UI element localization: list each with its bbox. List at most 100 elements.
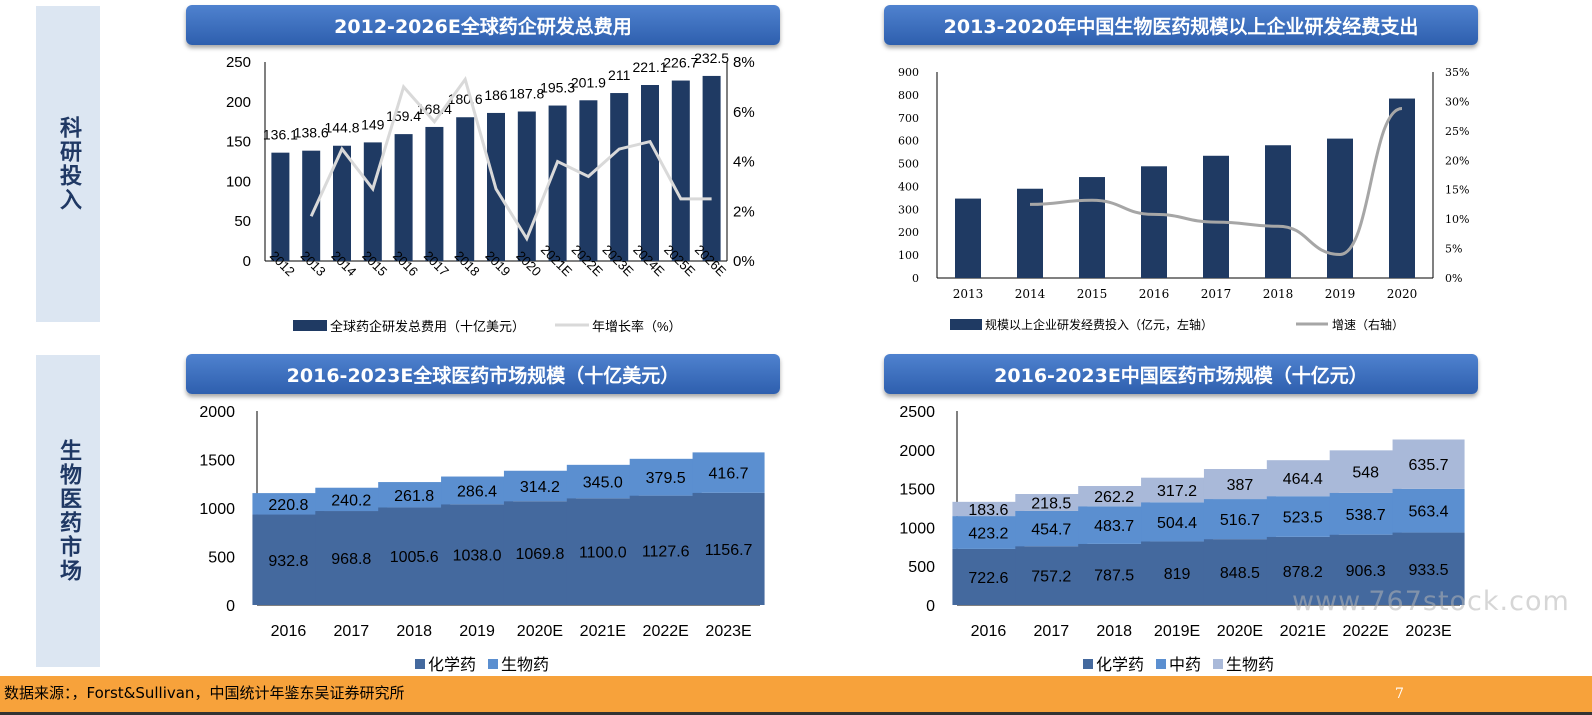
c2-xtick-label: 2018	[1263, 287, 1294, 301]
c1-bar	[702, 75, 721, 262]
c2-bar	[1141, 166, 1167, 278]
c1-data-label: 211	[608, 67, 631, 83]
c1-data-label: 201.9	[571, 74, 606, 90]
c4-data-label: 906.3	[1346, 563, 1386, 580]
c2-ytick-label: 0	[912, 272, 919, 285]
c3-data-label: 314.2	[520, 479, 560, 496]
c3-bar-segment	[378, 507, 451, 605]
c1-data-label: 144.8	[324, 120, 359, 136]
c4-legend-label: 化学药	[1096, 656, 1144, 674]
chart3-title: 2016-2023E全球医药市场规模（十亿美元）	[186, 354, 780, 394]
c1-bar	[394, 134, 413, 261]
c1-bar	[271, 152, 290, 261]
c3-legend-swatch	[488, 659, 498, 669]
c4-ytick-label: 1500	[899, 482, 935, 499]
c4-data-label: 757.2	[1031, 569, 1071, 586]
footer-rule	[0, 712, 1592, 715]
c4-legend-swatch	[1156, 659, 1166, 669]
c1-bar	[610, 93, 629, 261]
c3-ytick-label: 2000	[199, 404, 235, 421]
c2-xtick-label: 2015	[1077, 287, 1108, 301]
c4-bar-segment	[1203, 499, 1276, 540]
section-label-research: 科研投入	[36, 6, 100, 322]
c4-bar-segment	[1266, 536, 1339, 605]
c2-y2tick-label: 35%	[1445, 66, 1469, 79]
footer: 数据来源：，Forst&Sullivan，中国统计年鉴东吴证券研究所 7	[0, 676, 1592, 715]
c2-bar	[1389, 98, 1415, 278]
chart2-title: 2013-2020年中国生物医药规模以上企业研发经费支出	[884, 5, 1478, 45]
c1-data-label: 180.6	[448, 91, 483, 107]
c1-bar	[333, 145, 351, 261]
c2-y2tick-label: 15%	[1445, 184, 1469, 197]
c1-data-label: 221.1	[632, 59, 667, 75]
c1-legend-swatch-bar	[293, 320, 327, 331]
c3-bar-segment	[629, 495, 702, 605]
c4-bar-segment	[1329, 450, 1402, 493]
c2-xtick-label: 2019	[1325, 287, 1356, 301]
c4-data-label: 423.2	[968, 526, 1008, 543]
c2-ytick-label: 400	[898, 180, 919, 193]
c3-data-label: 220.8	[268, 497, 308, 514]
c1-ytick-label: 250	[226, 54, 251, 71]
c3-xtick-label: 2017	[334, 623, 370, 640]
c1-legend-label: 年增长率（%）	[592, 319, 682, 334]
page-number: 7	[1395, 686, 1404, 702]
c4-data-label: 483.7	[1094, 518, 1134, 535]
c1-bar	[302, 150, 321, 261]
c4-data-label: 538.7	[1346, 507, 1386, 524]
c1-y2tick-label: 4%	[733, 154, 755, 171]
c2-ytick-label: 900	[898, 66, 919, 79]
c4-xtick-label: 2021E	[1280, 623, 1326, 640]
c1-data-label: 149	[361, 116, 385, 132]
c3-data-label: 286.4	[457, 483, 497, 500]
c4-bar-segment	[1015, 510, 1088, 547]
c4-bar-segment	[1392, 439, 1465, 489]
c4-ytick-label: 500	[908, 559, 935, 576]
c3-bar-segment	[315, 487, 388, 512]
c3-xtick-label: 2019	[459, 623, 495, 640]
c4-xtick-label: 2017	[1034, 623, 1070, 640]
c4-bar-segment	[1078, 486, 1151, 507]
c2-y2tick-label: 30%	[1445, 95, 1469, 108]
c4-legend-swatch	[1083, 659, 1093, 669]
c4-bar-segment	[1078, 506, 1151, 544]
c3-data-label: 968.8	[331, 551, 371, 568]
c3-data-label: 416.7	[709, 466, 749, 483]
c4-data-label: 317.2	[1157, 483, 1197, 500]
c2-y2tick-label: 0%	[1445, 272, 1462, 285]
c4-xtick-label: 2020E	[1217, 623, 1263, 640]
c1-data-label: 187.8	[509, 86, 544, 102]
c3-ytick-label: 0	[226, 598, 235, 615]
c1-data-label: 138.6	[294, 125, 329, 141]
c1-data-label: 232.5	[694, 50, 729, 66]
c4-data-label: 454.7	[1031, 522, 1071, 539]
c2-xtick-label: 2013	[953, 287, 984, 301]
c3-bar-segment	[692, 492, 765, 605]
chart4-title: 2016-2023E中国医药市场规模（十亿元）	[884, 354, 1478, 394]
c2-ytick-label: 200	[898, 226, 919, 239]
c4-bar-segment	[1078, 543, 1151, 605]
c3-data-label: 1005.6	[390, 549, 439, 566]
c3-legend-label: 化学药	[428, 656, 476, 674]
c3-xtick-label: 2021E	[580, 623, 626, 640]
c2-bar	[955, 198, 981, 278]
c3-bar-segment	[566, 498, 639, 605]
c1-bar	[641, 85, 659, 262]
c4-bar-segment	[1203, 539, 1276, 605]
c1-bar	[425, 126, 444, 261]
c3-data-label: 1069.8	[515, 546, 564, 563]
c4-bar-segment	[1015, 546, 1088, 605]
c4-bar-segment	[1141, 502, 1214, 542]
c2-bar	[1079, 177, 1105, 278]
c1-ytick-label: 150	[226, 134, 251, 151]
c1-data-label: 136.1	[263, 127, 298, 143]
c3-xtick-label: 2016	[271, 623, 307, 640]
c4-xtick-label: 2016	[971, 623, 1007, 640]
c3-bar-segment	[503, 470, 576, 502]
c2-ytick-label: 100	[898, 249, 919, 262]
c4-ytick-label: 2000	[899, 443, 935, 460]
